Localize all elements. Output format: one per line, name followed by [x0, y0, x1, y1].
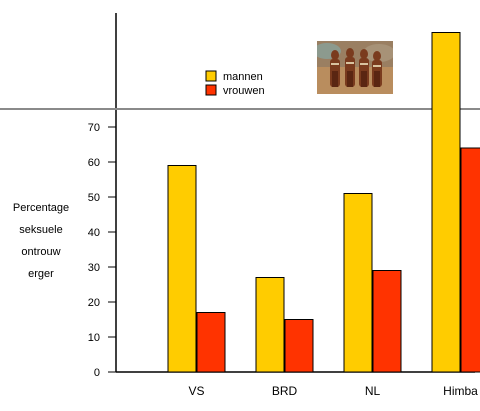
- y-tick-label: 40: [88, 227, 100, 239]
- y-tick-label: 0: [94, 367, 100, 379]
- legend-label-mannen: mannen: [223, 71, 263, 83]
- y-tick-label: 60: [88, 157, 100, 169]
- bar-vrouwen-brd: [284, 319, 314, 373]
- y-axis-label-line: Percentage: [12, 202, 70, 214]
- legend-swatch-vrouwen: [205, 84, 217, 96]
- bars: [167, 32, 480, 373]
- bar-mannen-nl: [343, 193, 373, 373]
- x-tick-label: BRD: [272, 384, 298, 398]
- y-tick-label: 20: [88, 297, 100, 309]
- legend-label-vrouwen: vrouwen: [223, 85, 265, 97]
- himba-group-photo: [317, 41, 393, 94]
- y-tick-label: 30: [88, 262, 100, 274]
- bar-vrouwen-nl: [372, 270, 402, 373]
- y-axis-label-line: ontrouw: [21, 246, 61, 258]
- bar-mannen-vs: [167, 165, 197, 373]
- axes: [0, 13, 480, 373]
- x-tick-label: NL: [365, 384, 381, 398]
- y-ticks: 0 10 20 30 40 50 60 70: [88, 122, 116, 379]
- legend-swatch-mannen: [205, 70, 217, 82]
- x-tick-labels: VS BRD NL Himba: [188, 384, 478, 398]
- bar-mannen-himba: [431, 32, 461, 373]
- legend: mannen vrouwen: [205, 70, 265, 97]
- x-tick-label: Himba: [443, 384, 478, 398]
- y-tick-label: 50: [88, 192, 100, 204]
- y-tick-label: 10: [88, 332, 100, 344]
- x-tick-label: VS: [188, 384, 204, 398]
- bar-vrouwen-himba: [460, 147, 480, 373]
- bar-vrouwen-vs: [196, 312, 226, 373]
- bar-mannen-brd: [255, 277, 285, 373]
- y-axis-label-line: erger: [28, 268, 54, 280]
- y-tick-label: 70: [88, 122, 100, 134]
- y-axis-label-line: seksuele: [19, 224, 63, 236]
- y-axis-label: Percentage seksuele ontrouw erger: [0, 197, 82, 285]
